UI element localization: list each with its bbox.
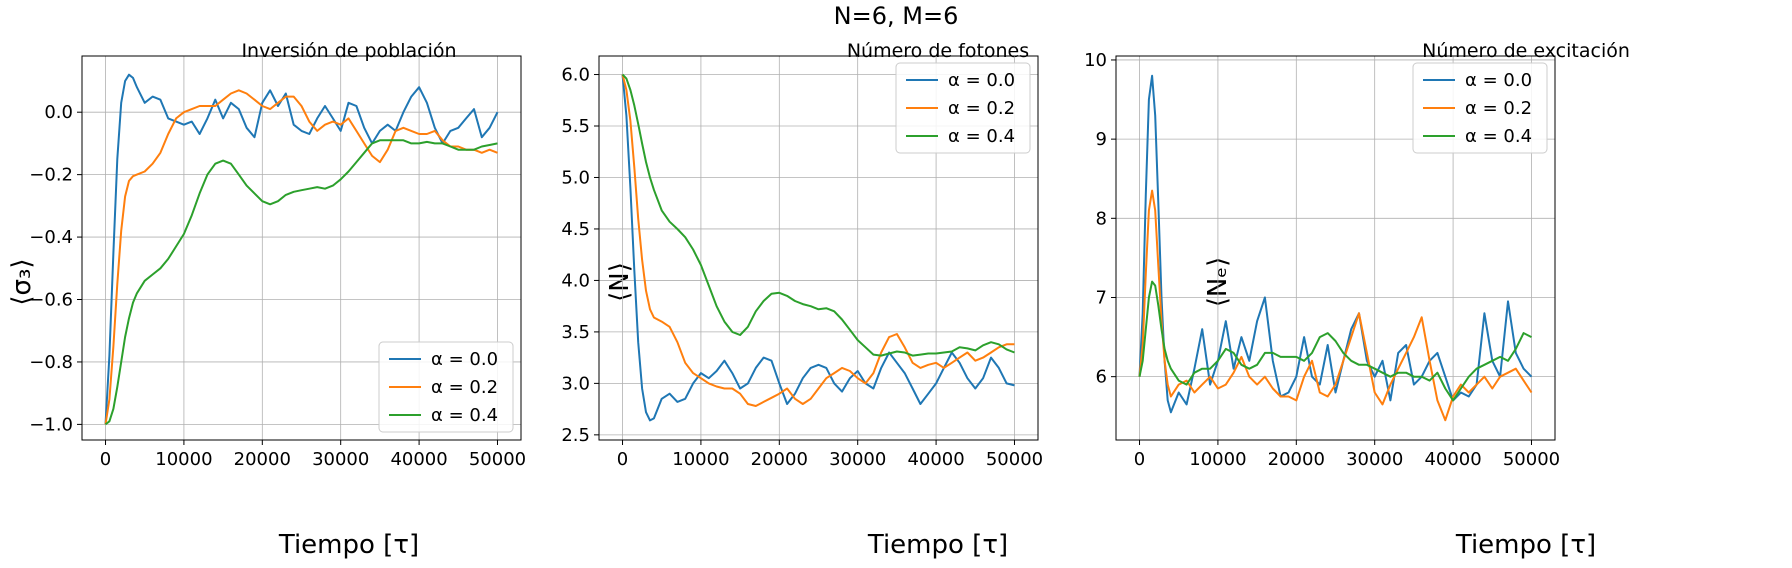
- y-tick-label: 5.0: [561, 167, 590, 188]
- x-tick-label: 0: [617, 449, 628, 470]
- legend-box: [895, 62, 1031, 154]
- figure-title: N=6, M=6: [833, 2, 959, 30]
- legend-label: α = 0.4: [1465, 126, 1532, 147]
- x-tick-label: 0: [100, 449, 111, 470]
- y-tick-label: 10: [1084, 50, 1107, 71]
- y-tick-label: 8: [1096, 208, 1107, 229]
- y-tick-label: 4.0: [561, 270, 590, 291]
- chart-excitacion: Número de excitación Tiempo [τ] ⟨Nₑ⟩ 0 10…: [1084, 40, 1630, 560]
- x-tick-label: 50000: [469, 449, 526, 470]
- series-line: [1138, 74, 1533, 414]
- y-axis-label: ⟨N⟩: [605, 262, 635, 302]
- x-tick-label: 50000: [1503, 449, 1560, 470]
- x-tick-label: 50000: [986, 449, 1043, 470]
- legend-label: α = 0.2: [948, 98, 1015, 119]
- y-tick-label: 7: [1096, 287, 1107, 308]
- x-tick-label: 30000: [1346, 449, 1403, 470]
- x-axis-label: Tiempo [τ]: [1455, 530, 1596, 560]
- y-tick-label: −0.4: [29, 227, 73, 248]
- legend-label: α = 0.2: [1465, 98, 1532, 119]
- y-tick-label: −0.6: [29, 290, 73, 311]
- x-tick-label: 40000: [1424, 449, 1481, 470]
- y-tick-label: −0.2: [29, 165, 73, 186]
- legend-label: α = 0.4: [431, 405, 498, 426]
- legend-box: [378, 341, 514, 433]
- series-line: [1138, 280, 1532, 402]
- series-line: [104, 139, 498, 426]
- y-tick-label: −0.8: [29, 352, 73, 373]
- series-line: [104, 73, 499, 425]
- legend-box: [1412, 62, 1548, 154]
- x-tick-label: 10000: [672, 449, 729, 470]
- x-tick-label: 30000: [829, 449, 886, 470]
- chart-title: Inversión de población: [241, 40, 456, 62]
- y-tick-label: 2.5: [561, 425, 590, 446]
- x-tick-label: 40000: [907, 449, 964, 470]
- y-tick-label: 5.5: [561, 116, 590, 137]
- legend-label: α = 0.0: [1465, 70, 1532, 91]
- legend-label: α = 0.0: [948, 70, 1015, 91]
- chart-title: Número de fotones: [847, 40, 1029, 62]
- x-tick-label: 10000: [155, 449, 212, 470]
- legend-label: α = 0.4: [948, 126, 1015, 147]
- series-line: [104, 89, 498, 425]
- y-tick-label: 3.0: [561, 373, 590, 394]
- x-tick-label: 20000: [751, 449, 808, 470]
- series-line: [621, 73, 1015, 357]
- y-tick-label: 9: [1096, 129, 1107, 150]
- x-axis-label: Tiempo [τ]: [278, 530, 419, 560]
- plot-frame: [598, 55, 1039, 441]
- y-tick-label: 4.5: [561, 219, 590, 240]
- y-tick-label: 6.0: [561, 65, 590, 86]
- y-tick-label: 3.5: [561, 322, 590, 343]
- series-line: [621, 74, 1015, 407]
- x-tick-label: 30000: [312, 449, 369, 470]
- plot-frame: [1115, 55, 1556, 441]
- y-axis-label: ⟨σ₃⟩: [7, 258, 37, 305]
- series-line: [1138, 189, 1533, 422]
- plot-frame: [81, 55, 522, 441]
- chart-fotones: Número de fotones Tiempo [τ] ⟨N⟩ 0 10000 2…: [561, 40, 1043, 560]
- x-tick-label: 20000: [1268, 449, 1325, 470]
- x-tick-label: 0: [1134, 449, 1145, 470]
- legend-label: α = 0.0: [431, 349, 498, 370]
- x-tick-label: 10000: [1189, 449, 1246, 470]
- y-tick-label: −1.0: [29, 414, 73, 435]
- x-axis-label: Tiempo [τ]: [867, 530, 1008, 560]
- chart-poblacion: Inversión de población Tiempo [τ] ⟨σ₃⟩ 0…: [7, 40, 526, 560]
- x-tick-label: 40000: [390, 449, 447, 470]
- x-tick-label: 20000: [234, 449, 291, 470]
- y-tick-label: 6: [1096, 367, 1107, 388]
- y-tick-label: 0.0: [44, 102, 73, 123]
- legend-label: α = 0.2: [431, 377, 498, 398]
